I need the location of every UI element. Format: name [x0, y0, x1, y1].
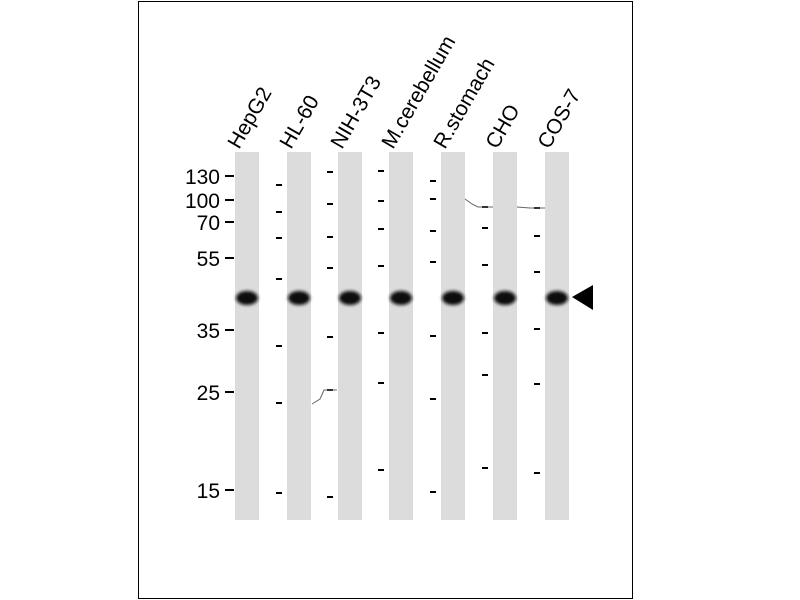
band: [546, 291, 568, 305]
lane: [545, 152, 569, 520]
marker-label: 130: [185, 166, 220, 189]
band: [236, 291, 258, 305]
band: [339, 291, 361, 305]
lane: [235, 152, 259, 520]
lane: [389, 152, 413, 520]
trace: [516, 206, 545, 209]
marker-label: 100: [185, 190, 220, 213]
band-arrow: [572, 285, 593, 310]
marker-label: 55: [197, 248, 220, 271]
trace: [311, 389, 337, 405]
marker-label: 35: [197, 320, 220, 343]
band: [288, 291, 310, 305]
marker-label: 25: [197, 382, 220, 405]
lane: [441, 152, 465, 520]
lane: [338, 152, 362, 520]
lane: [493, 152, 517, 520]
band: [494, 291, 516, 305]
trace: [464, 198, 493, 208]
marker-label: 15: [197, 480, 220, 503]
band: [442, 291, 464, 305]
lane: [287, 152, 311, 520]
marker-label: 70: [197, 212, 220, 235]
band: [390, 291, 412, 305]
